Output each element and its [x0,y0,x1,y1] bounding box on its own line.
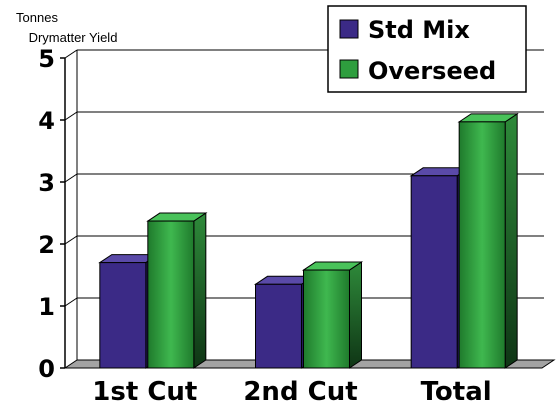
y-tick-label: 1 [38,293,55,321]
bars-group [98,112,519,369]
bar-front [458,121,506,369]
bar-overseed-total [457,112,519,369]
bar-front [255,283,302,369]
legend: Std Mix Overseed [327,5,527,93]
bar-side [193,212,207,369]
tick-labels: 0 1 2 3 4 5 1st Cut 2nd Cut Total [38,45,491,407]
legend-label-overseed: Overseed [368,57,496,85]
y-axis-title-line2: Drymatter Yield [29,30,118,45]
bar-overseed-1st-cut [146,212,208,369]
y-tick-label: 5 [38,45,55,73]
legend-label-std-mix: Std Mix [368,16,470,44]
y-tick-label: 2 [38,231,55,259]
legend-swatch-overseed [339,59,359,79]
bar-front [99,262,147,369]
bar-side [349,261,362,369]
y-tick-label: 0 [38,355,55,383]
gridline-side [64,49,78,59]
x-tick-label: 1st Cut [92,377,197,407]
bar-side [504,112,518,369]
bar-overseed-2nd-cut [301,261,364,369]
bar-front [410,175,458,369]
y-tick-label: 3 [38,169,55,197]
x-tick-label: 2nd Cut [243,377,357,407]
legend-box [327,5,527,93]
bar-front [303,269,350,369]
x-tick-label: Total [421,377,492,407]
gridline-side [64,111,78,121]
gridline-side [64,297,78,307]
y-axis-title-line1: Tonnes [16,10,58,25]
gridline-side [64,173,78,183]
gridline-side [64,235,78,245]
y-tick-label: 4 [38,107,55,135]
legend-swatch-std-mix [339,19,359,39]
bar-front [147,220,195,369]
